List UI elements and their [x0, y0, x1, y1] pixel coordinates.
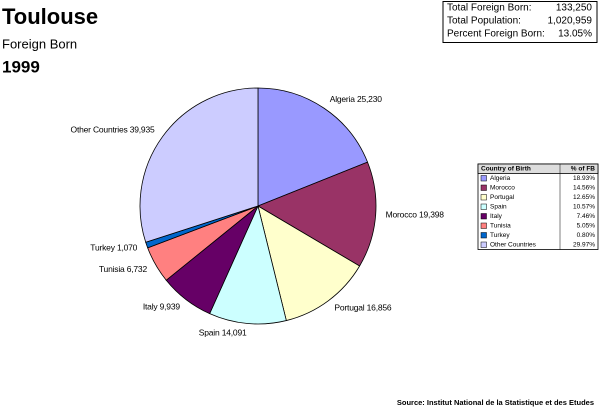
chart-title: Toulouse: [2, 4, 98, 29]
slice-category: Turkey: [90, 243, 115, 253]
legend-swatch: [480, 232, 487, 239]
slice-label: Spain 14,091: [199, 328, 247, 338]
stat-value: 133,250: [556, 3, 593, 14]
legend-percent: 0.80%: [577, 232, 596, 239]
legend-label: Portugal: [490, 194, 515, 201]
slice-category: Italy: [143, 302, 159, 312]
pie-slice: [209, 204, 287, 325]
legend-header: % of FB: [571, 165, 595, 172]
stat-value: 13.05%: [558, 29, 592, 40]
chart-year: 1999: [2, 57, 40, 76]
legend-header-bg: [477, 163, 599, 174]
source: Source: Institut National de la Statisti…: [397, 398, 594, 407]
legend-percent: 29.97%: [573, 241, 595, 248]
stat-label: Total Foreign Born:: [447, 3, 532, 14]
slice-category: Portugal: [334, 303, 364, 313]
legend-swatch: [480, 175, 487, 182]
slice-value: 6,732: [127, 264, 148, 274]
slice-value: 39,935: [130, 125, 155, 135]
slice-category: Other Countries: [71, 125, 128, 135]
slice-label: Morocco 19,398: [386, 210, 445, 220]
slice-value: 19,398: [419, 210, 444, 220]
stats-box: [442, 1, 598, 43]
legend-percent: 14.56%: [573, 184, 595, 191]
slice-value: 14,091: [222, 328, 247, 338]
legend-percent: 18.93%: [573, 175, 595, 182]
pie-slice: [257, 205, 361, 322]
legend-swatch: [480, 241, 487, 248]
legend-swatch: [480, 213, 487, 220]
slice-label: Algeria 25,230: [330, 94, 383, 104]
pie: Algeria 25,230 Morocco 19,398 Portugal 16,…: [71, 87, 445, 338]
pie-slice: [139, 87, 259, 243]
legend-swatch: [480, 222, 487, 229]
stat-value: 1,020,959: [548, 16, 593, 27]
legend-label: Tunisia: [490, 222, 511, 229]
slice-value: 16,856: [367, 303, 392, 313]
legend-label: Spain: [490, 203, 507, 210]
legend-label: Algeria: [490, 175, 511, 182]
slice-label: Italy 9,939: [143, 302, 181, 312]
pie-slice: [257, 161, 377, 267]
legend-percent: 10.57%: [573, 203, 595, 210]
slice-value: 9,939: [160, 302, 181, 312]
pie-slice: [257, 87, 369, 207]
legend-swatch: [480, 184, 487, 191]
legend-header: Country of Birth: [481, 165, 531, 172]
legend-table: Country of Birth % of FB Algeria 18.93% Moro…: [477, 163, 599, 250]
slice-label: Tunisia 6,732: [99, 264, 148, 274]
slice-category: Tunisia: [99, 264, 125, 274]
stat-label: Percent Foreign Born:: [447, 29, 545, 40]
legend-percent: 7.46%: [577, 213, 596, 220]
legend-swatch: [480, 194, 487, 201]
slice-value: 25,230: [357, 94, 382, 104]
legend-percent: 12.65%: [573, 194, 595, 201]
legend-border: [477, 163, 599, 250]
slice-category: Spain: [199, 328, 220, 338]
slice-label: Portugal 16,856: [334, 303, 392, 313]
legend-label: Turkey: [490, 232, 510, 239]
legend-label: Morocco: [490, 184, 515, 191]
slice-category: Morocco: [386, 210, 418, 220]
slice-category: Algeria: [330, 94, 356, 104]
legend-swatch: [480, 203, 487, 210]
legend-label: Other Countries: [490, 241, 537, 248]
legend-percent: 5.05%: [577, 222, 596, 229]
legend-label: Italy: [490, 213, 503, 220]
slice-label: Other Countries 39,935: [71, 125, 155, 135]
chart-subtitle: Foreign Born: [2, 36, 77, 51]
slice-value: 1,070: [117, 243, 138, 253]
stat-label: Total Population:: [447, 16, 521, 27]
slice-label: Turkey 1,070: [90, 243, 137, 253]
